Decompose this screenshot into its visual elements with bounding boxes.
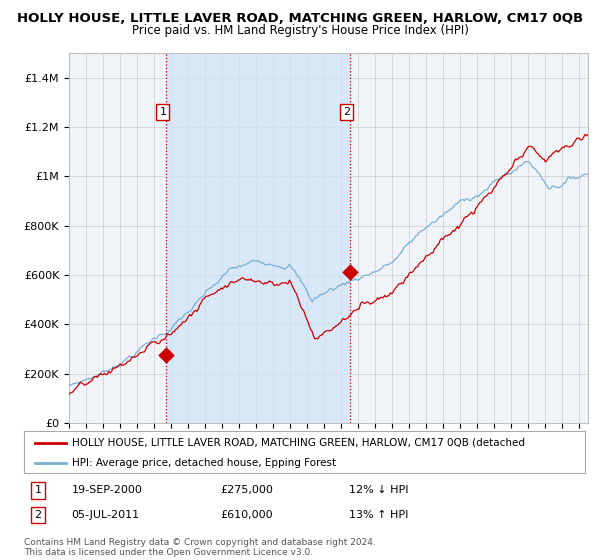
Text: 2: 2 <box>343 108 350 118</box>
Text: 12% ↓ HPI: 12% ↓ HPI <box>349 486 409 496</box>
Text: Price paid vs. HM Land Registry's House Price Index (HPI): Price paid vs. HM Land Registry's House … <box>131 24 469 36</box>
Text: Contains HM Land Registry data © Crown copyright and database right 2024.
This d: Contains HM Land Registry data © Crown c… <box>24 538 376 557</box>
Text: 05-JUL-2011: 05-JUL-2011 <box>71 510 140 520</box>
Text: 2: 2 <box>34 510 41 520</box>
Text: HPI: Average price, detached house, Epping Forest: HPI: Average price, detached house, Eppi… <box>71 458 336 468</box>
Text: 13% ↑ HPI: 13% ↑ HPI <box>349 510 409 520</box>
Text: HOLLY HOUSE, LITTLE LAVER ROAD, MATCHING GREEN, HARLOW, CM17 0QB (detached: HOLLY HOUSE, LITTLE LAVER ROAD, MATCHING… <box>71 438 524 448</box>
Point <box>345 268 355 277</box>
Text: £275,000: £275,000 <box>220 486 273 496</box>
Bar <box>166 53 350 423</box>
Text: HOLLY HOUSE, LITTLE LAVER ROAD, MATCHING GREEN, HARLOW, CM17 0QB: HOLLY HOUSE, LITTLE LAVER ROAD, MATCHING… <box>17 12 583 25</box>
Text: 1: 1 <box>35 486 41 496</box>
Text: 1: 1 <box>160 108 166 118</box>
Text: £610,000: £610,000 <box>220 510 273 520</box>
Point <box>161 351 171 360</box>
Text: 19-SEP-2000: 19-SEP-2000 <box>71 486 143 496</box>
